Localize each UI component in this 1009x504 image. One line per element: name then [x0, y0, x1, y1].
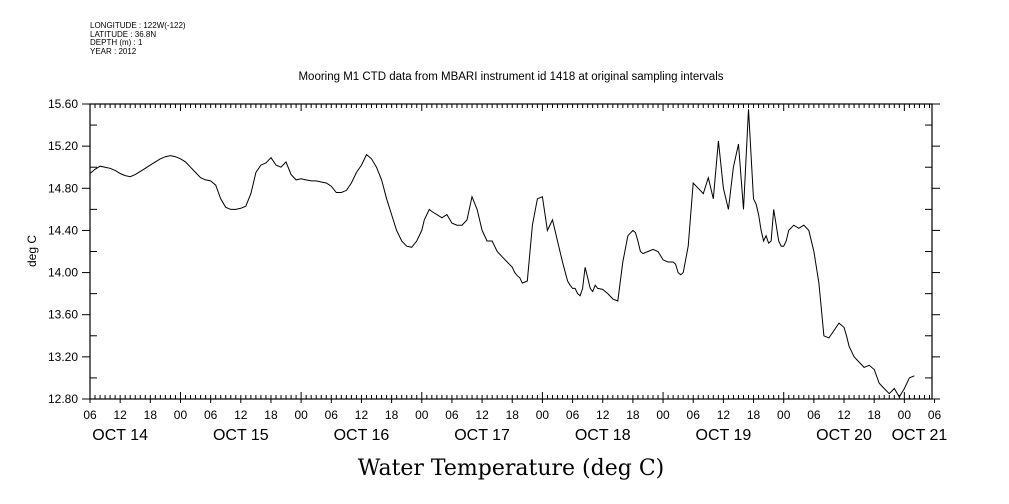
x-tick-label: 18 — [626, 408, 640, 422]
x-tick-label: 00 — [656, 408, 670, 422]
y-axis: 15.60 15.20 14.80 14.40 14.00 13.60 13.20 12.80 — [48, 97, 940, 406]
x-tick-label: 18 — [264, 408, 278, 422]
x-tick-label: 00 — [777, 408, 791, 422]
x-tick-label: 06 — [445, 408, 459, 422]
y-tick-label: 14.80 — [48, 181, 78, 195]
x-date-label: OCT 21 — [892, 427, 948, 444]
year-label: YEAR : 2012 — [90, 46, 137, 56]
x-tick-label: 06 — [566, 408, 580, 422]
x-date-label: OCT 15 — [213, 427, 269, 444]
x-tick-label: 12 — [596, 408, 610, 422]
x-tick-label: 18 — [868, 408, 882, 422]
x-tick-label: 00 — [174, 408, 188, 422]
x-tick-label: 12 — [475, 408, 489, 422]
x-date-label: OCT 18 — [575, 427, 631, 444]
y-axis-label: deg C — [25, 235, 39, 267]
y-tick-label: 14.00 — [48, 266, 78, 280]
longitude-label: LONGITUDE : 122W(-122) — [90, 21, 186, 30]
x-tick-label: 00 — [294, 408, 308, 422]
y-tick-label: 12.80 — [48, 392, 78, 406]
x-tick-label: 18 — [747, 408, 761, 422]
y-tick-label: 14.40 — [48, 223, 78, 237]
x-tick-label: 18 — [385, 408, 399, 422]
x-date-label: OCT 20 — [816, 427, 872, 444]
y-tick-label: 13.20 — [48, 350, 78, 364]
latitude-label: LATITUDE : 36.8N — [90, 29, 157, 39]
x-tick-label: 06 — [83, 408, 97, 422]
plot-frame — [89, 103, 933, 400]
y-tick-label: 13.60 — [48, 308, 78, 322]
x-tick-label: 06 — [687, 408, 701, 422]
x-tick-label: 06 — [928, 408, 942, 422]
x-tick-label: 00 — [536, 408, 550, 422]
x-tick-label: 12 — [234, 408, 248, 422]
x-tick-label: 12 — [355, 408, 369, 422]
x-tick-label: 06 — [204, 408, 218, 422]
x-date-label: OCT 17 — [454, 427, 510, 444]
x-tick-label: 06 — [807, 408, 821, 422]
x-tick-label: 12 — [113, 408, 127, 422]
x-date-label: OCT 19 — [696, 427, 752, 444]
y-tick-label: 15.60 — [48, 97, 78, 111]
x-tick-label: 00 — [415, 408, 429, 422]
metadata-block: LONGITUDE : 122W(-122) LATITUDE : 36.8N … — [90, 21, 186, 56]
y-tick-label: 15.20 — [48, 139, 78, 153]
x-tick-label: 06 — [325, 408, 339, 422]
x-tick-label: 00 — [898, 408, 912, 422]
x-tick-label: 12 — [717, 408, 731, 422]
x-axis: 06 12 18 00 06 12 18 00 06 12 18 00 06 12 18 00 06 12 18 00… — [83, 104, 947, 444]
x-tick-label: 18 — [144, 408, 158, 422]
series-line-water-temperature — [89, 109, 915, 398]
bottom-title: Water Temperature (deg C) — [358, 456, 665, 481]
x-date-label: OCT 16 — [334, 427, 390, 444]
depth-label: DEPTH (m) : 1 — [90, 38, 143, 47]
x-date-label: OCT 14 — [92, 427, 148, 444]
x-tick-label: 12 — [837, 408, 851, 422]
x-tick-label: 18 — [506, 408, 520, 422]
chart-title: Mooring M1 CTD data from MBARI instrumen… — [298, 71, 723, 83]
